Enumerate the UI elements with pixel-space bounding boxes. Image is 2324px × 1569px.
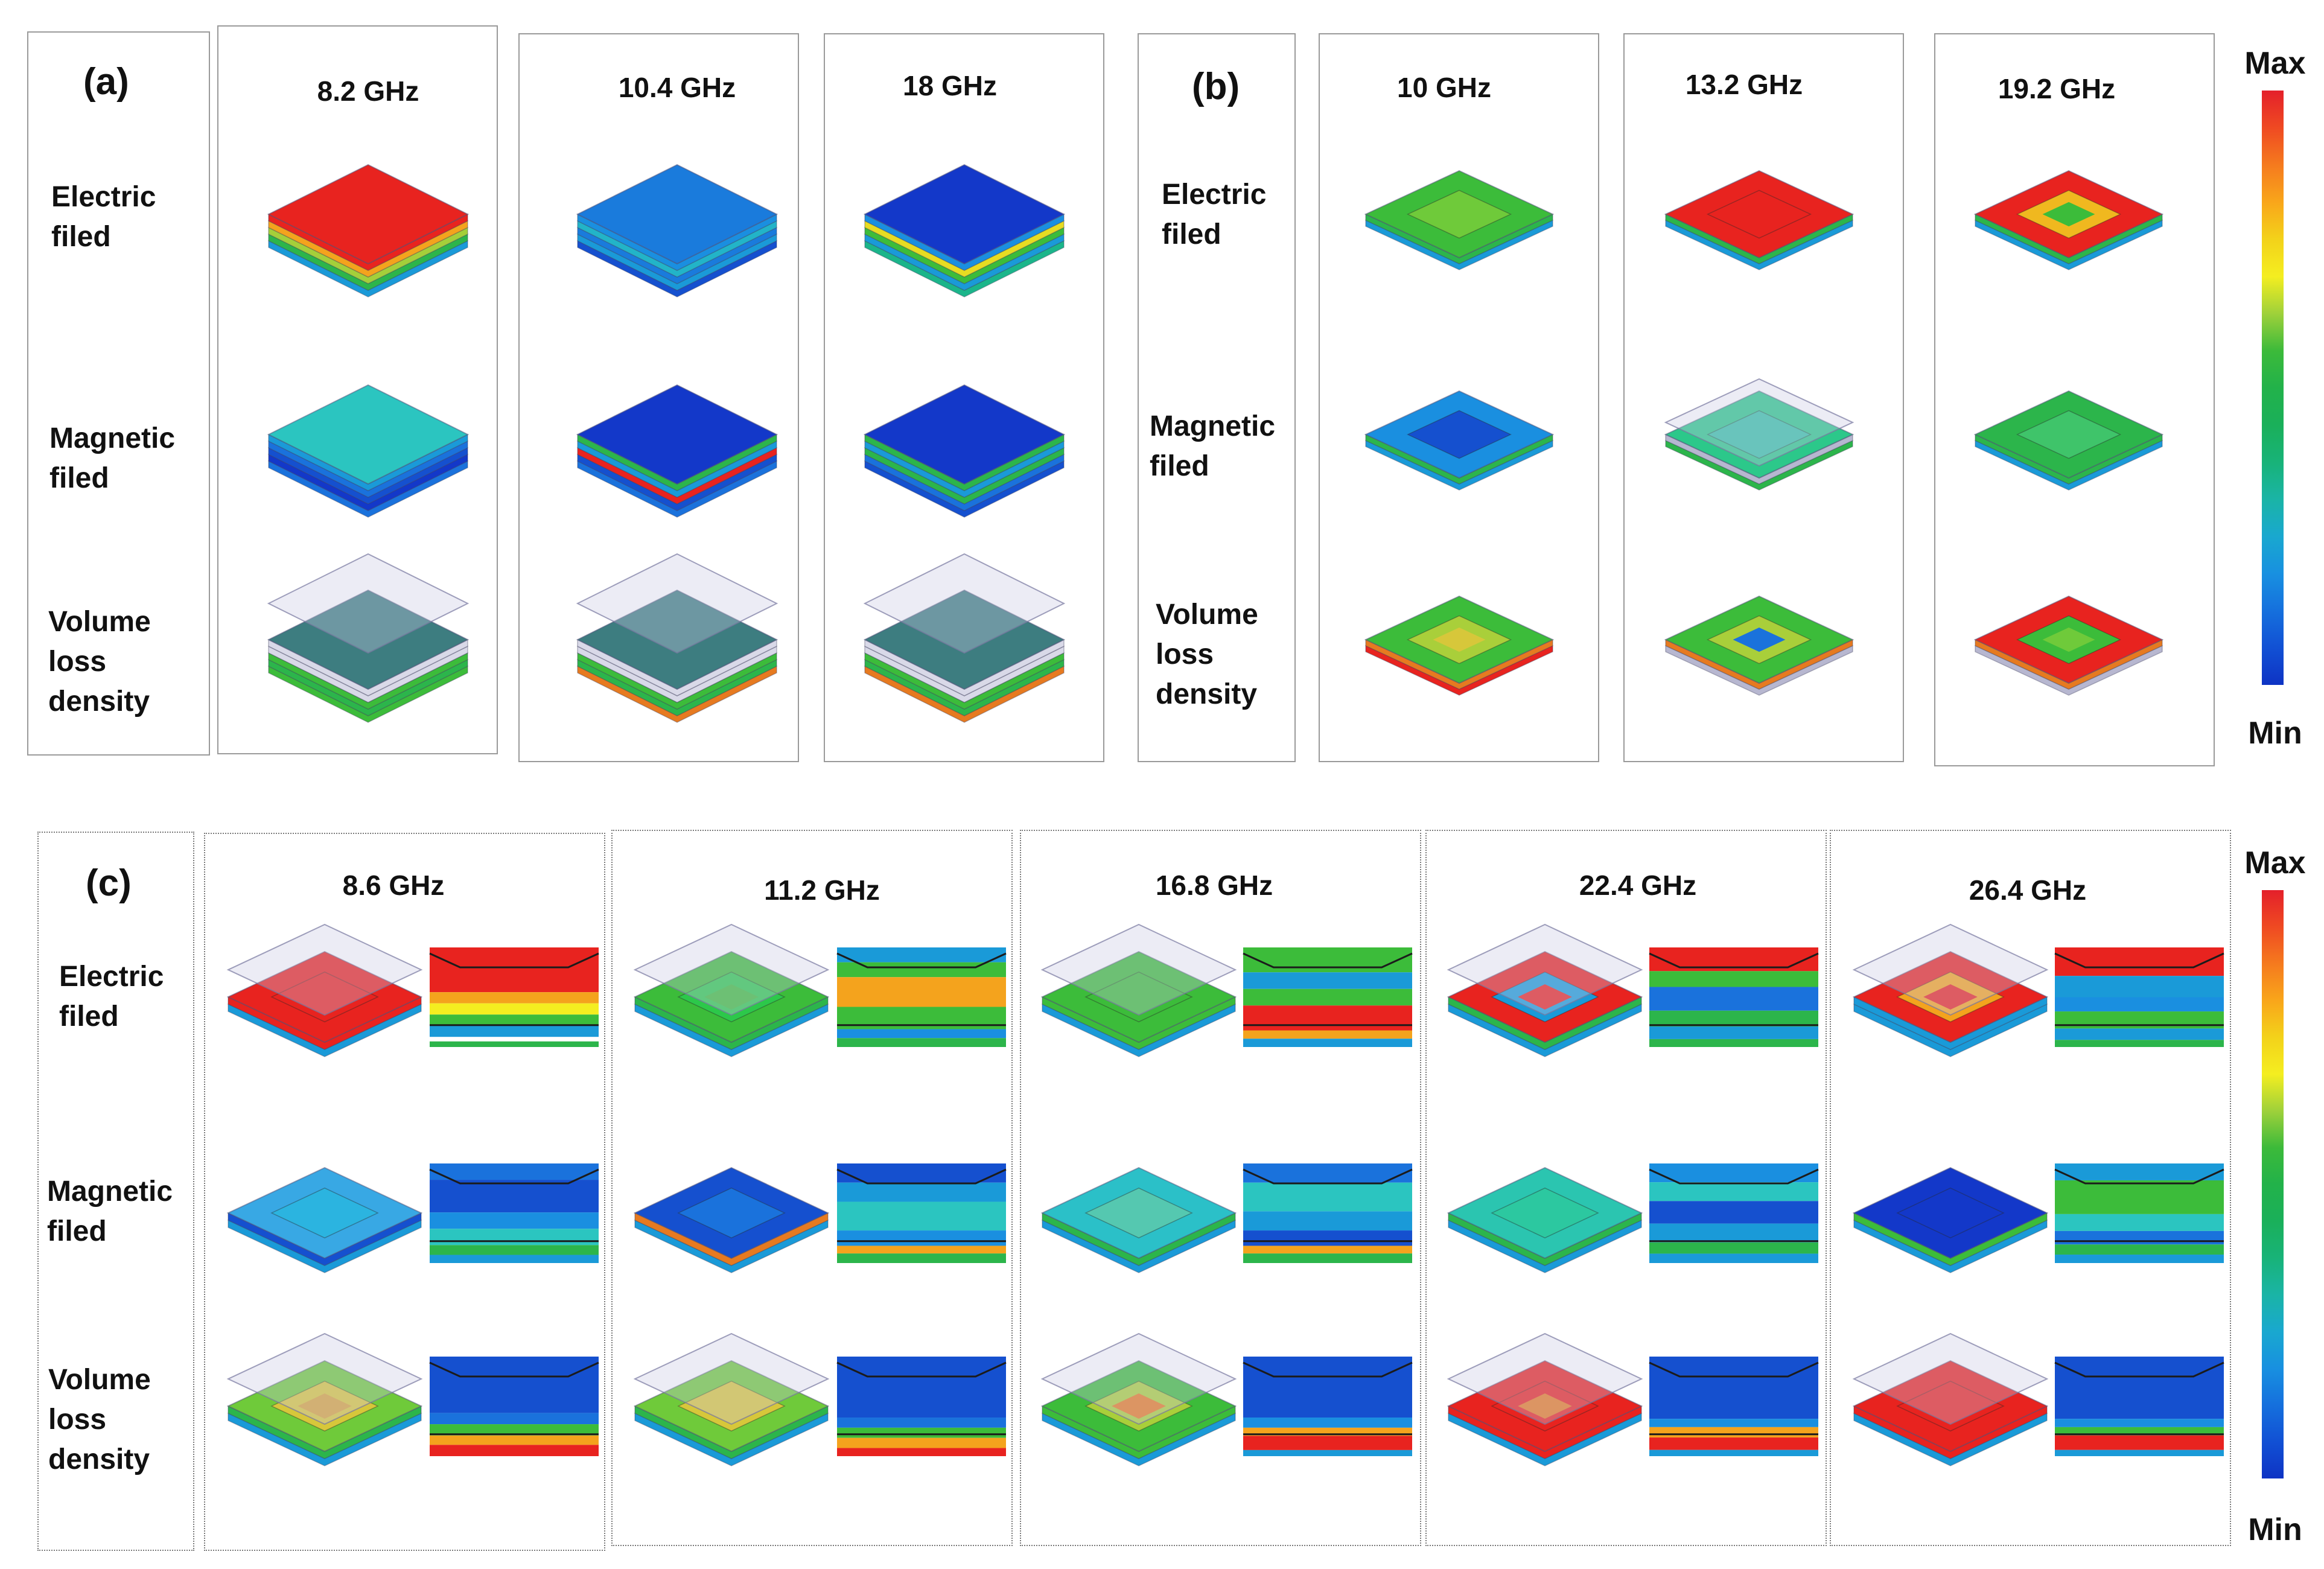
c-sec-r0-c3 <box>1649 947 1819 1047</box>
colorbar-bottom-min-label: Min <box>2248 1512 2302 1547</box>
c-sec-r2-c4 <box>2054 1357 2224 1456</box>
c-iso-r0-c3 <box>1447 923 1643 1057</box>
panel-a-col-1-box <box>217 25 498 754</box>
b-ef-19.2 <box>1973 170 2164 270</box>
panel-c-freq-1: 8.6 GHz <box>342 870 445 901</box>
panel-a-col-3-box <box>824 33 1104 762</box>
b-ef-13.2 <box>1664 170 1854 270</box>
panel-c-freq-4: 22.4 GHz <box>1579 870 1697 901</box>
a-mf-18 <box>863 384 1066 518</box>
panel-c-freq-5: 26.4 GHz <box>1969 874 2087 906</box>
panel-c-col-5-box <box>1830 830 2231 1546</box>
c-sec-r1-c3 <box>1649 1163 1819 1263</box>
colorbar-bottom <box>2262 890 2284 1478</box>
b-mf-10 <box>1364 390 1555 491</box>
a-ef-8.2 <box>267 164 470 298</box>
c-iso-r2-c3 <box>1447 1332 1643 1466</box>
colorbar-top-min-label: Min <box>2248 716 2302 751</box>
colorbar-top-max-label: Max <box>2244 46 2306 81</box>
c-iso-r0-c4 <box>1852 923 2049 1057</box>
c-iso-r2-c0 <box>226 1332 423 1466</box>
panel-b-label-box <box>1138 33 1296 762</box>
c-iso-r1-c3 <box>1447 1166 1643 1273</box>
a-mf-10.4 <box>576 384 778 518</box>
a-mf-8.2 <box>267 384 470 518</box>
c-sec-r1-c0 <box>429 1163 599 1263</box>
c-iso-r1-c2 <box>1040 1166 1237 1273</box>
c-sec-r1-c1 <box>836 1163 1007 1263</box>
panel-a-col-2-box <box>518 33 799 762</box>
c-sec-r0-c1 <box>836 947 1007 1047</box>
panel-b-col-1-box <box>1319 33 1599 762</box>
panel-b-label: (b) <box>1192 66 1240 107</box>
c-sec-r2-c2 <box>1243 1357 1413 1456</box>
c-sec-r2-c1 <box>836 1357 1007 1456</box>
panel-b-row-magnetic: Magnetic filed <box>1150 410 1276 482</box>
b-vl-10 <box>1364 595 1555 696</box>
panel-b-col-3-box <box>1934 33 2215 766</box>
panel-c-col-2-box <box>611 830 1013 1546</box>
a-vl-0 <box>267 553 470 723</box>
b-ef-10 <box>1364 170 1555 270</box>
panel-a-freq-1: 8.2 GHz <box>317 75 419 107</box>
panel-c-label-box <box>37 832 194 1551</box>
panel-c-row-magnetic: Magnetic filed <box>47 1176 173 1247</box>
panel-a-row-electric: Electric filed <box>51 181 156 253</box>
c-iso-r1-c1 <box>633 1166 830 1273</box>
panel-a-freq-3: 18 GHz <box>903 70 997 101</box>
b-vl-13.2 <box>1664 595 1854 696</box>
b-vl-19.2 <box>1973 595 2164 696</box>
panel-a-freq-2: 10.4 GHz <box>618 72 736 103</box>
c-sec-r0-c4 <box>2054 947 2224 1047</box>
panel-b-row-volume-loss: Volume loss density <box>1156 599 1258 710</box>
c-sec-r1-c4 <box>2054 1163 2224 1263</box>
c-iso-r2-c1 <box>633 1332 830 1466</box>
panel-a-row-magnetic: Magnetic filed <box>49 422 176 494</box>
panel-c-freq-3: 16.8 GHz <box>1155 870 1273 901</box>
c-sec-r0-c0 <box>429 947 599 1047</box>
panel-b-freq-3: 19.2 GHz <box>1998 73 2116 104</box>
panel-c-row-volume-loss: Volume loss density <box>48 1364 151 1475</box>
b-mf-19.2 <box>1973 390 2164 491</box>
panel-c-freq-2: 11.2 GHz <box>764 874 880 906</box>
panel-a-row-volume-loss: Volume loss density <box>48 606 151 718</box>
a-vl-2 <box>863 553 1066 723</box>
panel-c-col-1-box <box>204 833 605 1551</box>
colorbar-top <box>2262 91 2284 685</box>
panel-c-col-3-box <box>1020 830 1421 1546</box>
c-iso-r0-c2 <box>1040 923 1237 1057</box>
c-sec-r1-c2 <box>1243 1163 1413 1263</box>
panel-b-row-electric: Electric filed <box>1162 179 1267 250</box>
panel-c-col-4-box <box>1425 830 1827 1546</box>
c-sec-r0-c2 <box>1243 947 1413 1047</box>
a-ef-18 <box>863 164 1066 298</box>
c-iso-r0-c1 <box>633 923 830 1057</box>
a-ef-10.4 <box>576 164 778 298</box>
panel-b-freq-1: 10 GHz <box>1397 72 1491 103</box>
c-iso-r1-c4 <box>1852 1166 2049 1273</box>
panel-b-freq-2: 13.2 GHz <box>1685 69 1803 100</box>
c-sec-r2-c3 <box>1649 1357 1819 1456</box>
a-vl-1 <box>576 553 778 723</box>
panel-c-row-electric: Electric filed <box>59 961 164 1033</box>
c-sec-r2-c0 <box>429 1357 599 1456</box>
panel-c-label: (c) <box>86 862 132 904</box>
b-mf-13.2 <box>1664 378 1854 491</box>
panel-b-col-2-box <box>1623 33 1904 762</box>
colorbar-bottom-max-label: Max <box>2244 845 2306 880</box>
panel-a-label: (a) <box>83 61 129 103</box>
c-iso-r2-c4 <box>1852 1332 2049 1466</box>
c-iso-r0-c0 <box>226 923 423 1057</box>
panel-a-label-box <box>27 31 210 756</box>
c-iso-r1-c0 <box>226 1166 423 1273</box>
c-iso-r2-c2 <box>1040 1332 1237 1466</box>
